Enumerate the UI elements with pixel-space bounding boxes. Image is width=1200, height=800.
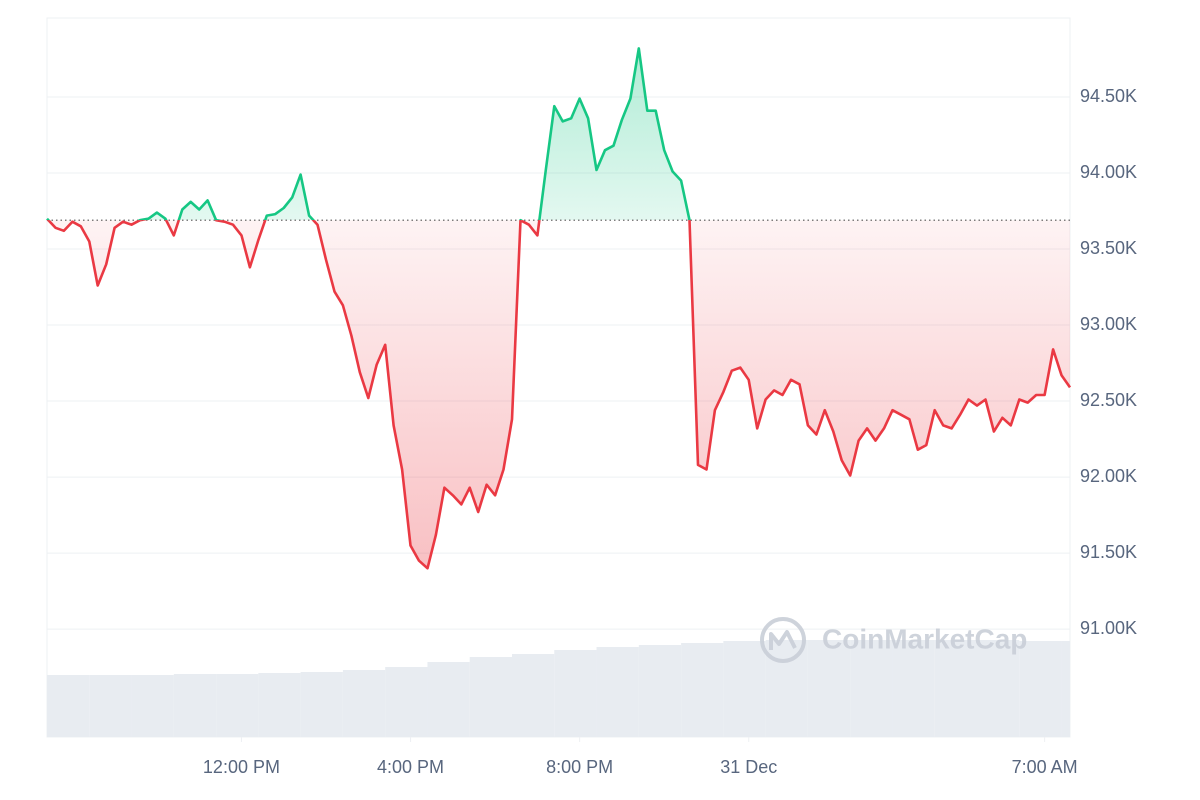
volume-bar [173,674,217,737]
volume-bar [1019,641,1062,737]
volume-bar [892,640,935,737]
volume-bar [977,640,1020,737]
y-tick-label: 92.00K [1080,466,1137,486]
watermark-text: CoinMarketCap [822,623,1027,654]
area-above [47,48,1070,221]
x-tick-label: 7:00 AM [1012,757,1078,777]
area-below [48,220,1070,569]
y-tick-label: 94.00K [1080,162,1137,182]
volume-bar [469,657,512,737]
y-tick-label: 93.00K [1080,314,1137,334]
y-tick-label: 91.00K [1080,618,1137,638]
y-tick-label: 91.50K [1080,542,1137,562]
area [47,48,1070,569]
x-tick-label: 4:00 PM [377,757,444,777]
y-tick-label: 93.50K [1080,238,1137,258]
volume-bar [385,667,428,737]
volume-bar [638,645,682,737]
x-tick-label: 12:00 PM [203,757,280,777]
watermark-logo-mark [769,630,797,650]
volume-bar [807,640,851,737]
volume-bar [934,640,977,737]
volume-bar [554,650,597,737]
volume-bars [47,640,1070,737]
tick-labels: 91.00K 91.50K 92.00K 92.50K 93.00K 93.50K 94.0… [203,86,1137,777]
volume-bar [1061,641,1070,737]
x-tick-label: 31 Dec [720,757,777,777]
volume-bar [342,670,386,737]
y-tick-label: 94.50K [1080,86,1137,106]
price-line [46,47,1072,570]
volume-bar [47,675,90,737]
volume-bar [765,640,808,737]
volume-bar [131,675,174,737]
volume-bar [89,675,132,737]
volume-bar [216,674,259,737]
y-tick-label: 92.50K [1080,390,1137,410]
volume-bar [427,662,470,737]
volume-bar [681,643,724,737]
volume-bar [723,641,766,737]
line-above [46,47,691,221]
watermark: CoinMarketCap [760,617,1027,663]
volume-bar [300,672,343,737]
volume-bar [512,654,555,737]
volume-bar [850,640,893,737]
volume-bar [596,647,639,737]
watermark-logo [760,617,806,663]
volume-bar [258,673,301,737]
line-below [46,220,1072,570]
x-tick-label: 8:00 PM [546,757,613,777]
